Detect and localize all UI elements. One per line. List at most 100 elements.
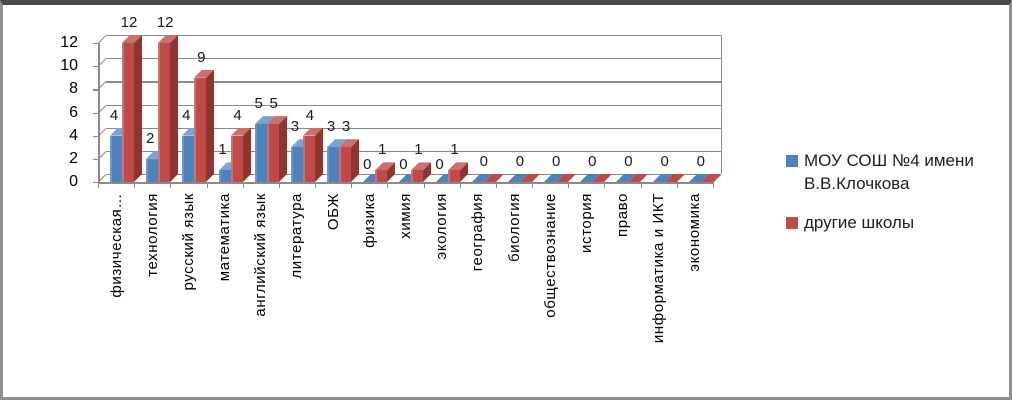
legend-label: МОУ СОШ №4 имени В.В.Клочкова [804, 151, 974, 193]
y-axis-tick [93, 182, 98, 184]
data-label: 3 [290, 118, 300, 136]
gridline [106, 58, 721, 60]
data-label: 0 [479, 153, 488, 170]
x-axis-tick [532, 182, 534, 188]
category-label: право [614, 193, 632, 237]
x-axis-tick [713, 182, 715, 188]
data-label: 1 [378, 141, 387, 159]
x-axis-tick [424, 182, 426, 188]
bar-flat [665, 174, 685, 182]
data-label: 0 [624, 153, 633, 170]
data-label: 3 [341, 118, 351, 136]
bar-side-face [423, 162, 431, 182]
bar-top-face [303, 127, 323, 136]
data-label: 5 [269, 95, 278, 113]
x-axis-tick [315, 182, 317, 188]
y-tick-label: 8 [69, 80, 78, 98]
legend-label: другие школы [804, 213, 915, 232]
bar-flat [653, 174, 673, 182]
category-label: информатика и ИКТ [650, 193, 668, 344]
bar-side-face [134, 35, 142, 182]
bar [110, 135, 122, 182]
data-label: 9 [197, 48, 206, 66]
bar-top-face [231, 127, 251, 136]
data-label: 0 [551, 153, 561, 170]
bar-top-face [375, 162, 395, 171]
data-label: 12 [120, 14, 138, 31]
bar-flat [580, 174, 600, 182]
x-axis-tick [243, 182, 245, 188]
bar-flat [399, 174, 419, 182]
bar [219, 170, 231, 182]
category-label: русский язык [179, 193, 197, 291]
data-label: 0 [696, 153, 705, 170]
data-label: 0 [515, 153, 525, 170]
category-label: биология [505, 193, 523, 263]
bar-flat [628, 174, 648, 182]
y-tick-label: 10 [60, 57, 78, 75]
bar-top-face [327, 139, 347, 148]
x-axis-tick [460, 182, 462, 188]
category-label: английский язык [252, 193, 270, 317]
gridline [106, 81, 721, 83]
y-axis-tick [93, 158, 98, 161]
bar [411, 170, 423, 182]
y-tick-label: 4 [69, 126, 78, 144]
bar-top-face [182, 127, 202, 136]
legend-swatch-icon [786, 217, 798, 229]
legend-item: другие школы [786, 211, 1001, 234]
bar-flat [592, 174, 612, 182]
bar [339, 147, 351, 182]
bar [267, 124, 279, 182]
data-label: 3 [326, 118, 336, 136]
x-axis-tick [351, 182, 353, 188]
x-axis-tick [279, 182, 281, 188]
data-label: 0 [435, 156, 444, 173]
bar-flat [508, 174, 528, 182]
data-label: 5 [254, 95, 263, 113]
bar-side-face [315, 128, 323, 182]
y-tick-label: 6 [69, 103, 78, 121]
x-axis-tick [677, 182, 679, 188]
legend-item: МОУ СОШ №4 имени В.В.Клочкова [786, 149, 1001, 195]
legend-swatch-icon [786, 155, 798, 167]
x-axis-tick [568, 182, 570, 188]
category-label: экономика [686, 193, 704, 272]
y-tick-label: 0 [69, 173, 78, 190]
x-axis-tick [170, 182, 172, 188]
y-axis-tick [93, 89, 98, 91]
category-label: история [577, 193, 595, 253]
category-label: география [469, 193, 487, 272]
bar-top-face [339, 139, 359, 148]
bar [291, 147, 303, 182]
x-axis-tick [641, 182, 643, 188]
data-label: 0 [660, 153, 669, 170]
bar-flat [436, 174, 456, 182]
gridline [106, 35, 721, 37]
data-label: 4 [233, 106, 242, 124]
x-axis-tick [387, 182, 389, 188]
x-axis-tick [496, 182, 498, 188]
y-axis-tick [93, 135, 98, 137]
bar [255, 124, 267, 182]
bar-flat [520, 174, 540, 182]
data-label: 0 [588, 153, 597, 170]
bar-top-face [448, 162, 468, 171]
y-axis-tick [93, 43, 98, 45]
x-axis-tick [98, 182, 100, 188]
bar [231, 135, 243, 182]
data-label: 12 [156, 14, 174, 31]
bar-side-face [243, 128, 251, 182]
data-label: 1 [218, 141, 227, 159]
bar [146, 158, 158, 182]
bar-flat [616, 174, 636, 182]
bar-top-face [110, 127, 130, 136]
bar [327, 147, 339, 182]
data-label: 0 [399, 156, 408, 173]
plot-area: 0 2 4 6 8 10 12 4 12 физическая… 2 12 технология 4 9 ру… [3, 5, 1009, 397]
category-label: ОБЖ [324, 193, 342, 231]
x-axis-tick [604, 182, 606, 188]
bar-flat [701, 174, 721, 182]
bar-top-face [219, 162, 239, 171]
y-tick-label: 12 [60, 34, 78, 51]
